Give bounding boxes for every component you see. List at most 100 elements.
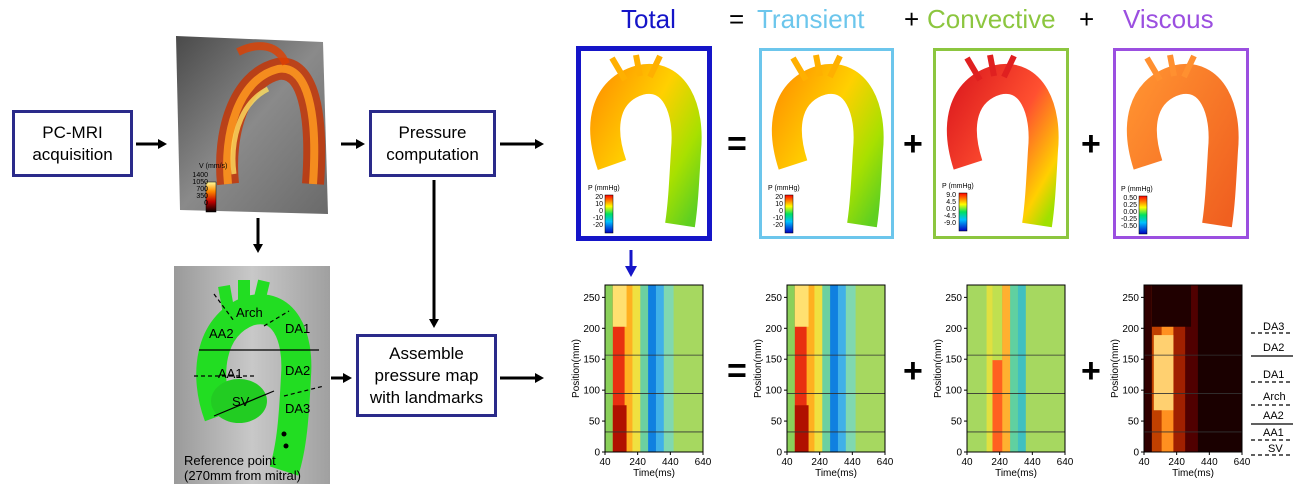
landmark-da2: DA2: [1263, 342, 1285, 354]
panel-total-cb-label: P (mmHg): [588, 185, 620, 192]
landmark-da1: DA1: [1263, 369, 1285, 381]
pcmri-box: PC-MRI acquisition: [12, 110, 133, 177]
map-transient: 0 50 100 150 200 250 40 240 440 640 Time(ms) Positi…: [753, 284, 894, 479]
panel-transient-cb-ticks: 20 10 0 -10 -20: [765, 194, 783, 229]
assemble-box: Assemble pressure map with landmarks: [356, 334, 497, 417]
heat-band: [655, 285, 665, 452]
x-tick-label: 40: [599, 457, 611, 468]
op-plus-top-1: +: [903, 125, 923, 163]
y-axis-label: Position(mm): [571, 339, 582, 398]
title-viscous: Viscous: [1123, 4, 1214, 34]
x-tick-label: 440: [1201, 457, 1218, 468]
landmark-aa1: AA1: [1263, 427, 1284, 439]
map-frame: [1143, 284, 1243, 453]
panel-convective-cb-ticks: 9.0 4.5 0.0 -4.5 -9.0: [936, 192, 956, 227]
pressure-tick: 10: [775, 201, 783, 208]
heat-band: [1197, 285, 1243, 452]
op-plus-top-2: +: [1081, 125, 1101, 163]
y-tick-label: 50: [1128, 417, 1140, 428]
heat-band: [673, 285, 704, 452]
pcmri-label: PC-MRI acquisition: [32, 122, 113, 164]
x-tick-label: 640: [1057, 457, 1074, 468]
heat-band: [1002, 285, 1011, 452]
panel-transient-cb-label: P (mmHg): [768, 185, 800, 192]
title-eq: =: [729, 4, 745, 34]
heat-band: [837, 285, 847, 452]
heat-band: [612, 285, 627, 327]
y-tick-label: 150: [1122, 355, 1139, 366]
landmark-da3: DA3: [1263, 321, 1285, 333]
y-tick-label: 0: [956, 448, 962, 459]
reference-point-label: Reference point (270mm from mitral): [184, 453, 302, 483]
aorta-convective: [946, 54, 1059, 232]
pressure-tick: -10: [592, 215, 603, 222]
pressure-tick: 0.0: [946, 206, 956, 213]
anatomy-label-aa2: AA2: [209, 326, 234, 341]
heat-band: [806, 285, 815, 452]
pressure-tick: 10: [595, 201, 603, 208]
y-tick-label: 0: [776, 448, 782, 459]
pressure-tick: -0.50: [1121, 223, 1137, 230]
heat-band: [640, 285, 649, 452]
velocity-tick: 1400: [192, 172, 208, 179]
heat-band: [967, 285, 988, 452]
anatomy-label-aa1: AA1: [218, 366, 243, 381]
heat-band: [1144, 285, 1153, 452]
pressure-computation-box: Pressure computation: [369, 110, 496, 177]
heat-band: [822, 285, 831, 452]
landmark-arch: Arch: [1263, 391, 1286, 403]
y-axis-label: Position(mm): [933, 339, 944, 398]
map-frame: [604, 284, 704, 453]
map-frame: [786, 284, 886, 453]
heat-band: [1025, 285, 1066, 452]
x-tick-label: 40: [1138, 457, 1150, 468]
heat-band: [632, 285, 641, 452]
x-tick-label: 240: [1168, 457, 1185, 468]
heat-band: [1153, 335, 1174, 411]
heat-band: [648, 285, 657, 452]
velocity-tick: 0: [204, 200, 208, 207]
title-total: Total: [621, 4, 676, 34]
velocity-ticks: 1400 1050 700 350 0: [178, 172, 208, 207]
x-tick-label: 40: [781, 457, 793, 468]
title-transient: Transient: [757, 4, 865, 34]
heat-band: [794, 405, 809, 452]
landmark-aa2: AA2: [1263, 410, 1284, 422]
panel-viscous-cb-label: P (mmHg): [1121, 186, 1153, 193]
landmark-sv: SV: [1268, 443, 1283, 455]
map-frame: [966, 284, 1066, 453]
mri-velocity-image: [176, 36, 328, 214]
panel-convective-cb-label: P (mmHg): [942, 183, 974, 190]
aorta-viscous: [1126, 54, 1239, 235]
x-tick-label: 440: [1024, 457, 1041, 468]
x-axis-label: Time(ms): [815, 468, 857, 479]
heat-band: [1017, 285, 1027, 452]
heat-band: [605, 285, 614, 452]
y-tick-label: 100: [1122, 386, 1139, 397]
x-tick-label: 640: [695, 457, 712, 468]
y-tick-label: 150: [583, 355, 600, 366]
x-tick-label: 440: [844, 457, 861, 468]
heat-band: [845, 285, 857, 452]
anatomy-label-da2: DA2: [285, 363, 311, 378]
y-tick-label: 100: [583, 386, 600, 397]
pressure-tick: 0.00: [1123, 209, 1137, 216]
velocity-tick: 1050: [192, 179, 208, 186]
x-tick-label: 240: [629, 457, 646, 468]
heat-band: [1010, 285, 1019, 452]
y-tick-label: 0: [1133, 448, 1139, 459]
heat-band: [1151, 285, 1192, 327]
y-tick-label: 0: [594, 448, 600, 459]
y-tick-label: 200: [765, 324, 782, 335]
y-tick-label: 250: [765, 293, 782, 304]
pressure-tick: -4.5: [943, 213, 956, 220]
y-tick-label: 250: [583, 293, 600, 304]
y-tick-label: 200: [583, 324, 600, 335]
panel-viscous-cb-ticks: 0.50 0.25 0.00 -0.25 -0.50: [1114, 195, 1137, 230]
anatomy-segmentation-image: [174, 266, 330, 484]
heat-band: [855, 285, 886, 452]
pressure-tick: -10: [772, 215, 783, 222]
x-tick-label: 640: [1234, 457, 1251, 468]
